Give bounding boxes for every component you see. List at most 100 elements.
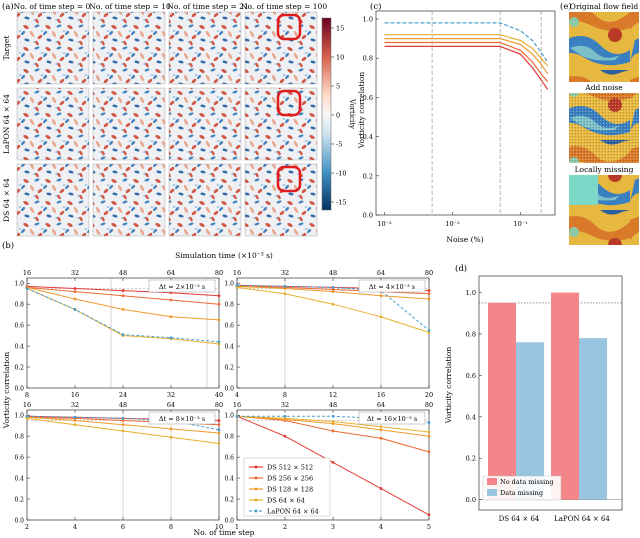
top-tick-label: 80: [425, 269, 433, 277]
legend-label: LaPON 64 × 64: [267, 508, 319, 516]
y-tick-label: 0.8: [363, 55, 373, 63]
data-point: [73, 419, 77, 422]
x-category-label: LaPON 64 × 64: [554, 515, 610, 523]
data-point: [121, 416, 125, 420]
flow-caption-0: Original flow field: [570, 2, 639, 11]
top-tick-label: 64: [377, 269, 385, 277]
y-tick-label: 1.0: [363, 16, 373, 24]
colorbar: 15 10 5 0 -5 -10 -15 Vorticity: [321, 17, 356, 211]
row-label-0: Target: [2, 36, 11, 61]
top-tick-label: 48: [329, 401, 337, 409]
x-tick-label: 8: [25, 391, 29, 399]
data-point: [283, 414, 287, 418]
x-tick-label: 10⁻²: [445, 220, 460, 228]
y-tick-label: 0.6: [224, 323, 234, 330]
y-tick-label: 1.0: [466, 289, 476, 297]
legend-label: DS 128 × 128: [267, 486, 313, 494]
x-tick-label: 24: [119, 391, 127, 399]
data-point: [73, 415, 77, 419]
vorticity-grid: [16, 11, 318, 237]
y-tick-label: 1.0: [224, 413, 234, 420]
y-tick-label: 1.0: [14, 281, 24, 288]
data-point: [217, 431, 221, 435]
data-point: [331, 460, 335, 464]
y-tick-label: 0.6: [466, 372, 476, 380]
data-point: [427, 297, 431, 301]
data-point: [25, 414, 29, 418]
x-tick-label: 16: [377, 391, 385, 399]
top-tick-label: 32: [71, 401, 79, 409]
x-tick-label: 10⁻¹: [513, 220, 528, 228]
x-tick-label: 2: [283, 523, 287, 531]
data-point: [427, 513, 431, 517]
data-point: [379, 315, 383, 319]
legend-marker: [254, 498, 258, 502]
data-point: [379, 294, 383, 298]
y-tick-label: 0.6: [224, 455, 234, 462]
data-point: [379, 428, 383, 432]
vorticity-map-layer: [169, 88, 241, 160]
data-point: [331, 429, 335, 433]
vorticity-map-layer: [17, 88, 89, 160]
vorticity-map-layer: [17, 12, 89, 84]
panel-b-top-xlabel: Simulation time (×10⁻³ s): [175, 251, 273, 260]
vorticity-map-layer: [17, 164, 89, 236]
data-point: [25, 416, 29, 420]
x-tick-label: 8: [283, 391, 287, 399]
x-tick-label: 32: [167, 391, 175, 399]
colorbar-label: Vorticity: [348, 98, 356, 129]
y-tick-label: 0.2: [466, 455, 476, 463]
data-point: [283, 287, 287, 290]
data-point: [283, 434, 287, 438]
plot-frame: [478, 275, 623, 511]
y-tick-label: 0.8: [466, 330, 476, 338]
data-point: [331, 290, 335, 294]
y-tick-label: 0.0: [363, 212, 373, 220]
y-tick-label: 0.6: [14, 455, 24, 462]
x-tick-label: 20: [425, 391, 433, 399]
top-tick-label: 48: [119, 269, 127, 277]
data-point: [217, 340, 221, 344]
data-point: [121, 294, 125, 298]
panel-b-ylabel: Vorticity correlation: [2, 352, 11, 430]
highlight-circle: [276, 89, 302, 117]
data-point: [379, 436, 383, 440]
data-point: [121, 289, 125, 292]
y-tick-label: 0.2: [363, 172, 373, 180]
row-label-2: DS 64 × 64: [2, 178, 11, 222]
vorticity-map-layer: [93, 12, 165, 84]
data-point: [169, 435, 173, 439]
data-point: [235, 414, 239, 418]
colorbar-ticks: 15 10 5 0 -5 -10 -15: [331, 25, 346, 207]
data-point: [217, 342, 221, 346]
data-point: [121, 308, 125, 311]
y-tick-label: 0.0: [14, 386, 24, 393]
y-tick-label: 0.8: [14, 302, 24, 309]
panel-d-label: (d): [455, 263, 467, 274]
data-point: [217, 419, 221, 422]
data-point: [427, 450, 431, 454]
series-line: [384, 34, 549, 67]
colorbar-tick-label: -10: [336, 170, 346, 178]
x-tick-label: 3: [331, 523, 335, 531]
data-point: [169, 298, 173, 302]
legend-label: DS 64 × 64: [267, 497, 305, 505]
top-tick-label: 16: [233, 401, 241, 409]
panel-a-label: (a): [2, 1, 14, 12]
x-tick-label: 16: [71, 391, 79, 399]
panel-c-ylabel: Vorticity correlation: [357, 72, 366, 150]
panel-a-row-labels: Target LaPON 64 × 64 DS 64 × 64: [2, 36, 11, 222]
legend-label: Data missing: [500, 489, 543, 497]
series-line: [236, 286, 430, 333]
panel-d-ylabel: Vorticity correlation: [444, 347, 453, 425]
top-tick-label: 80: [215, 401, 223, 409]
dt-label: Δt = 8×10⁻³ s: [159, 415, 205, 423]
data-point: [427, 421, 431, 424]
plot-frame: [375, 10, 556, 216]
top-tick-label: 16: [23, 401, 31, 409]
panel-c-xlabel: Noise (%): [446, 235, 483, 244]
data-point: [217, 294, 221, 298]
x-tick-label: 1: [235, 523, 239, 531]
x-category-label: DS 64 × 64: [499, 515, 540, 523]
